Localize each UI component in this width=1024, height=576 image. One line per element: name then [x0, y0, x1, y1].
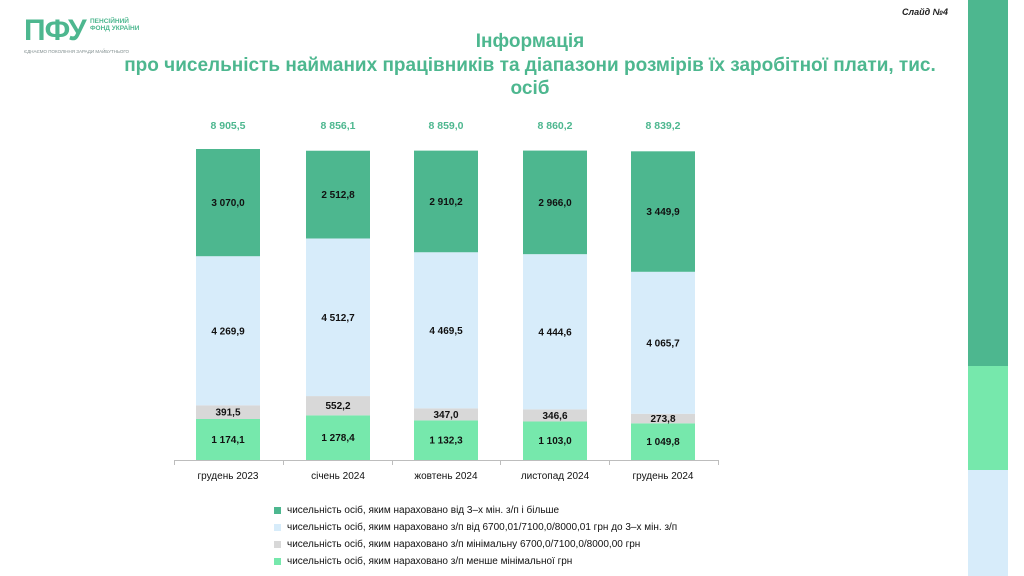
- side-bar-segment: [968, 0, 1008, 366]
- total-label: 8 856,1: [320, 120, 355, 132]
- legend-item: чисельність осіб, яким нараховано з/п ві…: [274, 519, 677, 536]
- data-label: 552,2: [325, 401, 350, 412]
- bar-segment: [631, 423, 695, 460]
- total-label: 8 905,5: [210, 120, 245, 132]
- data-label: 3 070,0: [211, 198, 245, 209]
- bar-segment: [523, 421, 587, 460]
- legend-label: чисельність осіб, яким нараховано від 3–…: [287, 505, 560, 516]
- logo-subtitle: ПЕНСІЙНИЙ ФОНД УКРАЇНИ: [90, 18, 140, 32]
- legend-label: чисельність осіб, яким нараховано з/п ві…: [287, 522, 678, 533]
- pfu-logo: ПФУ ПЕНСІЙНИЙ ФОНД УКРАЇНИ ЄДНАЄМО ПОКОЛ…: [24, 14, 144, 58]
- x-tick-label: листопад 2024: [521, 471, 590, 482]
- data-label: 1 132,3: [429, 436, 463, 447]
- legend-item: чисельність осіб, яким нараховано з/п мі…: [274, 536, 677, 553]
- bar-segment: [414, 252, 478, 409]
- data-label: 1 049,8: [646, 437, 680, 448]
- page-title: Інформація: [475, 31, 585, 52]
- data-label: 1 174,1: [211, 435, 245, 446]
- legend-item: чисельність осіб, яким нараховано від 3–…: [274, 502, 677, 519]
- x-tick-label: січень 2024: [311, 471, 365, 482]
- bar-segment: [306, 238, 370, 397]
- page-subtitle: про чисельність найманих працівників та …: [124, 55, 936, 99]
- bar-segment: [414, 408, 478, 421]
- data-label: 3 449,9: [646, 207, 680, 218]
- x-tick-label: жовтень 2024: [414, 471, 478, 482]
- bar-segment: [523, 150, 587, 255]
- data-label: 4 269,9: [211, 326, 245, 337]
- x-tick-label: грудень 2024: [633, 471, 694, 482]
- data-label: 391,5: [215, 408, 240, 419]
- bar-segment: [196, 256, 260, 406]
- legend-swatch: [274, 507, 281, 514]
- bar-segment: [631, 271, 695, 414]
- bar-segment: [306, 150, 370, 239]
- legend-swatch: [274, 558, 281, 565]
- bar-segment: [196, 405, 260, 419]
- data-label: 4 444,6: [538, 327, 572, 338]
- legend-swatch: [274, 541, 281, 548]
- legend-item: чисельність осіб, яким нараховано з/п ме…: [274, 553, 677, 570]
- bar-segment: [414, 420, 478, 460]
- data-label: 2 512,8: [321, 190, 355, 201]
- bar-segment: [414, 150, 478, 253]
- legend-label: чисельність осіб, яким нараховано з/п мі…: [287, 539, 641, 550]
- bar-segment: [631, 151, 695, 272]
- data-label: 4 469,5: [429, 326, 463, 337]
- data-label: 2 966,0: [538, 198, 572, 209]
- x-tick-label: грудень 2023: [198, 471, 259, 482]
- bar-segment: [306, 415, 370, 460]
- bar-segment: [523, 254, 587, 410]
- bar-segment: [196, 149, 260, 257]
- data-label: 4 065,7: [646, 338, 680, 349]
- total-label: 8 860,2: [537, 120, 572, 132]
- total-label: 8 859,0: [428, 120, 463, 132]
- side-bar-segment: [968, 470, 1008, 576]
- side-bar-segment: [968, 366, 1008, 470]
- data-label: 4 512,7: [321, 313, 355, 324]
- legend-swatch: [274, 524, 281, 531]
- chart-legend: чисельність осіб, яким нараховано від 3–…: [274, 502, 677, 570]
- logo-tagline: ЄДНАЄМО ПОКОЛІННЯ ЗАРАДИ МАЙБУТНЬОГО: [24, 49, 130, 54]
- data-label: 273,8: [650, 414, 675, 425]
- total-label: 8 839,2: [645, 120, 680, 132]
- bar-segment: [523, 409, 587, 422]
- data-label: 1 278,4: [321, 433, 355, 444]
- bar-segment: [306, 396, 370, 416]
- logo-text: ПФУ: [24, 14, 87, 47]
- bar-segment: [631, 413, 695, 424]
- data-label: 1 103,0: [538, 436, 572, 447]
- legend-label: чисельність осіб, яким нараховано з/п ме…: [287, 556, 573, 567]
- bar-segment: [196, 418, 260, 460]
- data-label: 347,0: [433, 410, 458, 421]
- slide-number: Слайд №4: [902, 7, 948, 17]
- data-label: 2 910,2: [429, 197, 463, 208]
- data-label: 346,6: [542, 411, 567, 422]
